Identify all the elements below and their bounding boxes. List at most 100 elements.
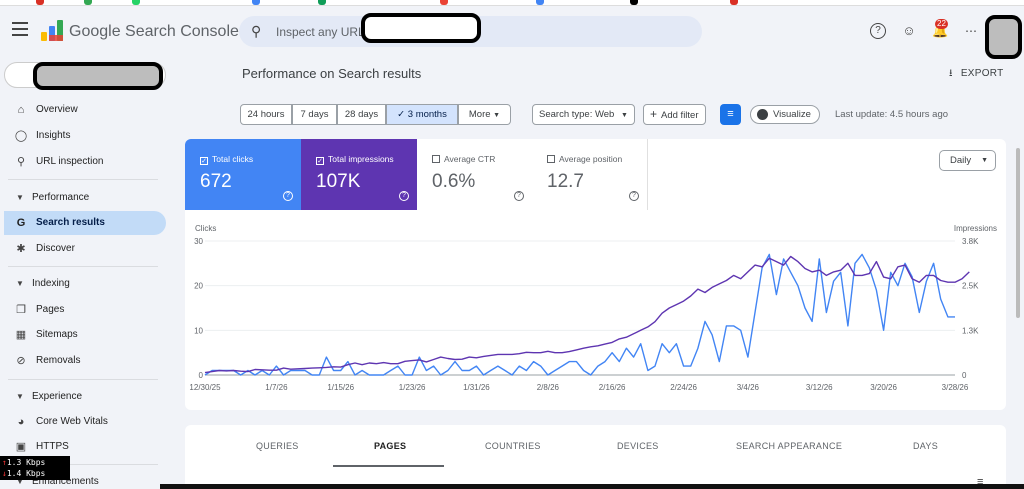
- sidebar-item-label: Removals: [36, 355, 81, 366]
- performance-line-chart: Clicks Impressions 0 0 10 1.3K 20 2.5K 30 3.8K 12/…: [189, 224, 997, 392]
- add-filter-button[interactable]: + Add filter: [643, 104, 706, 125]
- google-g-icon: G: [16, 217, 26, 229]
- divider: [8, 266, 158, 267]
- x-tick-label: 2/16/26: [599, 383, 626, 392]
- search-icon: ⚲: [251, 23, 262, 39]
- metric-total-clicks[interactable]: ✓ Total clicks 672 ?: [185, 139, 301, 210]
- app-title-product: Search Console: [125, 23, 239, 40]
- caret-down-icon: ▼: [981, 157, 988, 164]
- scrollbar-thumb[interactable]: [1016, 148, 1020, 318]
- help-icon[interactable]: ?: [870, 23, 886, 39]
- avatar[interactable]: [985, 15, 1022, 59]
- x-tick-label: 1/7/26: [265, 383, 288, 392]
- x-tick-label: 1/23/26: [399, 383, 426, 392]
- x-tick-label: 3/4/26: [737, 383, 760, 392]
- app-title[interactable]: Google Search Console: [69, 23, 239, 41]
- search-console-logo: [41, 20, 63, 41]
- export-button[interactable]: ⭳ EXPORT: [949, 66, 1004, 83]
- help-icon[interactable]: ?: [399, 191, 409, 201]
- menu-icon[interactable]: [12, 22, 28, 36]
- section-indexing[interactable]: ▼ Indexing: [4, 274, 166, 294]
- sidebar-item-removals[interactable]: ⊘ Removals: [4, 349, 166, 373]
- download-speed: ↓1.4 Kbps: [2, 469, 46, 478]
- range-7-days[interactable]: 7 days: [292, 104, 337, 125]
- sidebar-item-label: Discover: [36, 243, 75, 254]
- tab-queries[interactable]: QUERIES: [256, 441, 299, 451]
- plus-icon: +: [650, 107, 658, 121]
- checkbox-unchecked-icon[interactable]: [432, 155, 440, 163]
- clicks-series-line: [204, 253, 955, 376]
- metric-value: 107K: [316, 171, 361, 192]
- section-performance[interactable]: ▼ Performance: [4, 188, 166, 208]
- section-experience[interactable]: ▼ Experience: [4, 387, 166, 407]
- sidebar-item-core-web-vitals[interactable]: ◕ Core Web Vitals: [4, 410, 166, 434]
- page-title: Performance on Search results: [242, 66, 422, 81]
- tab-countries[interactable]: COUNTRIES: [485, 441, 541, 451]
- filter-settings-icon[interactable]: ≡: [720, 104, 741, 125]
- tab-pages[interactable]: PAGES: [374, 441, 407, 451]
- sidebar-item-search-results[interactable]: G Search results: [4, 211, 166, 235]
- lock-icon: ▣: [15, 441, 27, 453]
- property-selector[interactable]: [4, 62, 166, 90]
- checkbox-checked-icon[interactable]: ✓: [316, 157, 324, 165]
- help-icon[interactable]: ?: [514, 191, 524, 201]
- metric-total-impressions[interactable]: ✓ Total impressions 107K ?: [301, 139, 417, 210]
- x-tick-label: 3/12/26: [806, 383, 833, 392]
- checkbox-checked-icon[interactable]: ✓: [200, 157, 208, 165]
- visualize-label: Visualize: [773, 109, 811, 120]
- sidebar-item-label: Search results: [36, 217, 105, 228]
- sidebar-item-pages[interactable]: ❐ Pages: [4, 298, 166, 322]
- checkbox-unchecked-icon[interactable]: [547, 155, 555, 163]
- x-tick-label: 2/24/26: [670, 383, 697, 392]
- y-tick-label: 30: [194, 237, 203, 246]
- sidebar-item-discover[interactable]: ✱ Discover: [4, 237, 166, 261]
- range-3-months[interactable]: ✓ 3 months: [386, 104, 458, 125]
- metric-average-ctr[interactable]: Average CTR 0.6% ?: [417, 139, 533, 210]
- y2-tick-label: 3.8K: [962, 237, 979, 246]
- tab-devices[interactable]: DEVICES: [617, 441, 659, 451]
- impressions-series-line: [204, 255, 970, 374]
- sidebar-item-label: URL inspection: [36, 156, 104, 167]
- section-label: Enhancements: [32, 476, 99, 487]
- tab-days[interactable]: DAYS: [913, 441, 939, 451]
- sidebar-item-label: Sitemaps: [36, 329, 78, 340]
- search-type-dropdown[interactable]: Search type: Web ▼: [532, 104, 635, 125]
- help-icon[interactable]: ?: [629, 191, 639, 201]
- granularity-dropdown[interactable]: Daily ▼: [939, 150, 996, 171]
- manage-users-icon[interactable]: ☺: [902, 23, 916, 38]
- divider: [8, 179, 158, 180]
- tab-search-appearance[interactable]: SEARCH APPEARANCE: [736, 441, 843, 451]
- divider: [8, 464, 158, 465]
- filter-rows-icon[interactable]: ≡: [977, 476, 984, 488]
- taskbar-strip: [160, 484, 1024, 489]
- visualize-button[interactable]: Visualize: [750, 105, 820, 124]
- metric-label: Average position: [547, 154, 622, 164]
- scrollbar[interactable]: [1015, 140, 1021, 400]
- url-inspect-search[interactable]: ⚲ Inspect any URL in: [239, 13, 702, 47]
- y-tick-label: 20: [194, 282, 203, 291]
- help-icon[interactable]: ?: [283, 191, 293, 201]
- sidebar-item-sitemaps[interactable]: ▦ Sitemaps: [4, 323, 166, 347]
- sidebar-item-overview[interactable]: ⌂ Overview: [4, 98, 166, 122]
- range-more[interactable]: More ▼: [458, 104, 511, 125]
- export-label: EXPORT: [960, 68, 1004, 79]
- y-axis-label: Clicks: [195, 224, 216, 233]
- caret-down-icon: ▼: [620, 112, 628, 119]
- x-tick-label: 3/20/26: [870, 383, 897, 392]
- sidebar-item-label: Core Web Vitals: [36, 416, 108, 427]
- caret-down-icon: ▼: [16, 193, 24, 202]
- apps-grid-icon[interactable]: ⋯: [965, 24, 977, 38]
- metric-label: ✓ Total impressions: [316, 154, 394, 165]
- section-label: Performance: [32, 192, 90, 203]
- search-input[interactable]: Inspect any URL in: [276, 25, 377, 39]
- metric-average-position[interactable]: Average position 12.7 ?: [532, 139, 648, 210]
- range-28-days[interactable]: 28 days: [337, 104, 386, 125]
- metric-label: ✓ Total clicks: [200, 154, 254, 165]
- section-enhancements[interactable]: ▼ Enhancements: [4, 472, 166, 489]
- home-icon: ⌂: [17, 104, 25, 116]
- range-24-hours[interactable]: 24 hours: [240, 104, 292, 125]
- sidebar-item-https[interactable]: ▣ HTTPS: [4, 435, 166, 459]
- removals-icon: ⊘: [16, 355, 26, 367]
- sidebar-item-url-inspection[interactable]: ⚲ URL inspection: [4, 150, 166, 174]
- sidebar-item-insights[interactable]: ◯ Insights: [4, 124, 166, 148]
